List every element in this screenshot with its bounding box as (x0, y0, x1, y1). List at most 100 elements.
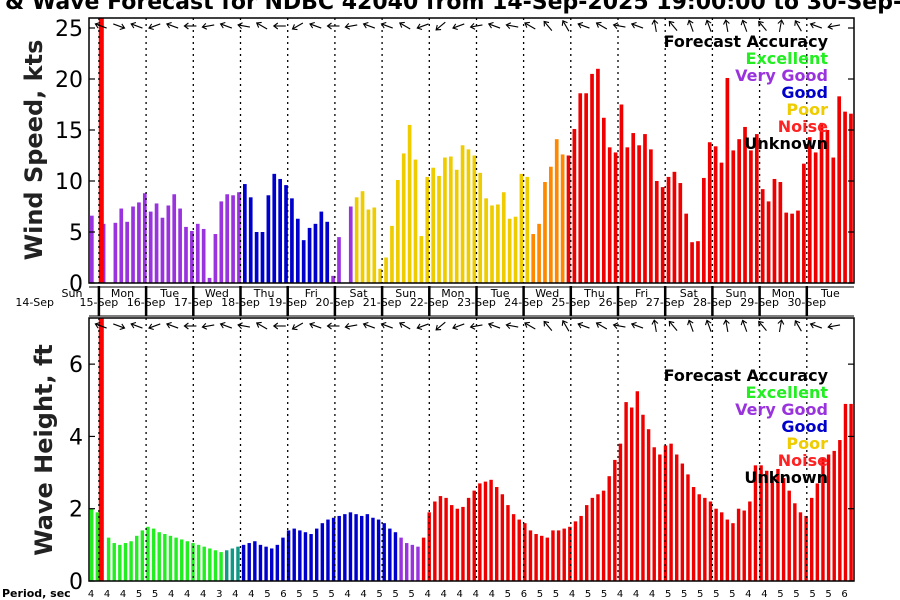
bar (838, 440, 842, 581)
bar (157, 532, 161, 581)
bar (348, 206, 353, 283)
bar (425, 176, 430, 283)
bar (278, 178, 282, 283)
bar (140, 530, 145, 581)
legend-title: Forecast Accuracy (664, 366, 829, 385)
plot-frame (88, 317, 855, 582)
bar (506, 505, 510, 581)
direction-arrow (794, 20, 802, 32)
bar (798, 512, 803, 581)
direction-arrow (595, 321, 608, 330)
y-tick-label: 10 (55, 170, 83, 195)
bar (419, 236, 424, 283)
bar (163, 534, 167, 581)
bar (348, 512, 353, 581)
wave-height-panel: 0 2 4 6 Wave Height, ft Forecast AccuracyExce… (30, 317, 855, 595)
y-tick-label: 6 (69, 353, 83, 378)
period-value: 5 (777, 589, 783, 600)
bar (500, 494, 505, 581)
period-axis-label: Period, sec (2, 587, 71, 600)
bar (431, 167, 435, 283)
plot-frame (88, 17, 855, 284)
direction-arrow (487, 321, 501, 329)
direction-arrow (777, 19, 785, 33)
direction-arrow (651, 19, 659, 33)
legend-item: Good (781, 417, 828, 436)
period-value: 5 (537, 589, 543, 600)
legend-item: Unknown (744, 134, 828, 153)
bar (236, 546, 240, 581)
period-value: 5 (697, 589, 703, 600)
bar (401, 153, 406, 283)
bar (146, 526, 150, 581)
direction-arrow (740, 19, 748, 32)
bar (461, 506, 465, 581)
bar (684, 213, 689, 283)
bar (590, 497, 595, 581)
bar (315, 528, 319, 581)
bar (607, 476, 611, 581)
period-value: 4 (104, 589, 110, 600)
bar (658, 454, 662, 581)
bar (556, 530, 561, 581)
bar (393, 532, 398, 581)
bar (753, 465, 758, 581)
direction-arrow (630, 21, 644, 29)
direction-arrow (166, 321, 179, 329)
bar (766, 201, 771, 283)
period-value: 6 (841, 589, 847, 600)
bar (631, 133, 636, 283)
bar (137, 202, 141, 283)
direction-arrow (740, 319, 748, 332)
bar (303, 532, 308, 581)
direction-arrow (435, 21, 446, 31)
period-value: 3 (216, 589, 222, 600)
bar (560, 154, 565, 283)
period-value: 4 (457, 589, 463, 600)
bar (531, 234, 536, 283)
bar (325, 221, 330, 283)
bar (366, 209, 371, 283)
direction-arrow (416, 323, 429, 331)
bar (272, 173, 277, 283)
bar (697, 494, 701, 581)
now-marker (98, 318, 104, 581)
bar (433, 501, 437, 581)
y-tick-label: 0 (69, 272, 83, 297)
bar (320, 523, 325, 581)
bar (784, 212, 789, 283)
bar (231, 195, 235, 283)
bar (825, 130, 830, 283)
day-name-label: Sun (395, 287, 416, 300)
bar (202, 546, 206, 581)
bar (819, 122, 824, 283)
y-axis-label: Wind Speed, kts (20, 40, 48, 261)
bar (490, 205, 494, 283)
period-value: 4 (649, 589, 655, 600)
direction-arrow (543, 320, 553, 331)
bar (669, 443, 673, 581)
bar (484, 198, 488, 283)
y-tick-label: 0 (69, 570, 83, 595)
bar (781, 477, 786, 581)
bar (680, 463, 685, 581)
period-value: 6 (280, 589, 286, 600)
bar (540, 535, 544, 581)
period-value: 5 (601, 589, 607, 600)
bar (765, 470, 769, 581)
day-name-label: Sun (726, 287, 747, 300)
bar (131, 206, 135, 283)
bar (331, 275, 335, 283)
bar (821, 458, 825, 581)
day-name-label: Tue (820, 287, 840, 300)
day-name-label: Thu (253, 287, 275, 300)
bar (660, 187, 665, 283)
bar (360, 191, 365, 283)
bar (243, 184, 247, 283)
bar (337, 237, 341, 283)
bar (562, 528, 566, 581)
bar (549, 166, 553, 283)
direction-arrow (723, 19, 730, 33)
period-value: 4 (360, 589, 366, 600)
